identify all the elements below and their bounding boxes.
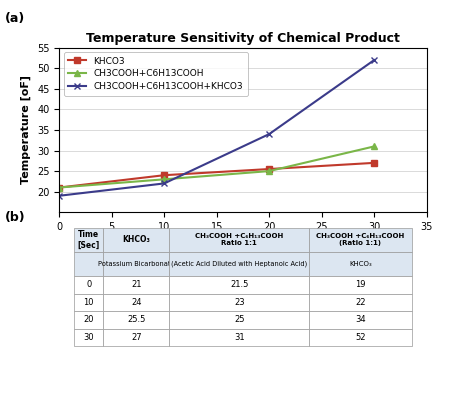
CH3COOH+C6H13COOH: [266, 169, 272, 174]
Text: (a): (a): [5, 12, 25, 25]
Y-axis label: Temperature [oF]: Temperature [oF]: [21, 76, 31, 185]
KHCO3: [161, 173, 167, 178]
Legend: KHCO3, CH3COOH+C6H13COOH, CH3COOH+C6H13COOH+KHCO3: KHCO3, CH3COOH+C6H13COOH, CH3COOH+C6H13C…: [64, 52, 248, 96]
CH3COOH+C6H13COOH: [161, 177, 167, 182]
CH3COOH+C6H13COOH: [371, 144, 377, 149]
CH3COOH+C6H13COOH+KHCO3: [56, 193, 62, 198]
Line: KHCO3: KHCO3: [56, 159, 378, 191]
Text: (b): (b): [5, 211, 26, 224]
X-axis label: Time [Seconds]: Time [Seconds]: [194, 238, 292, 248]
CH3COOH+C6H13COOH+KHCO3: [161, 181, 167, 186]
KHCO3: [371, 160, 377, 165]
CH3COOH+C6H13COOH+KHCO3: [266, 132, 272, 137]
Line: CH3COOH+C6H13COOH+KHCO3: CH3COOH+C6H13COOH+KHCO3: [56, 57, 378, 199]
Title: Temperature Sensitivity of Chemical Product: Temperature Sensitivity of Chemical Prod…: [86, 32, 400, 45]
KHCO3: [56, 185, 62, 190]
CH3COOH+C6H13COOH: [56, 185, 62, 190]
KHCO3: [266, 167, 272, 172]
Line: CH3COOH+C6H13COOH: CH3COOH+C6H13COOH: [56, 143, 378, 191]
CH3COOH+C6H13COOH+KHCO3: [371, 58, 377, 62]
